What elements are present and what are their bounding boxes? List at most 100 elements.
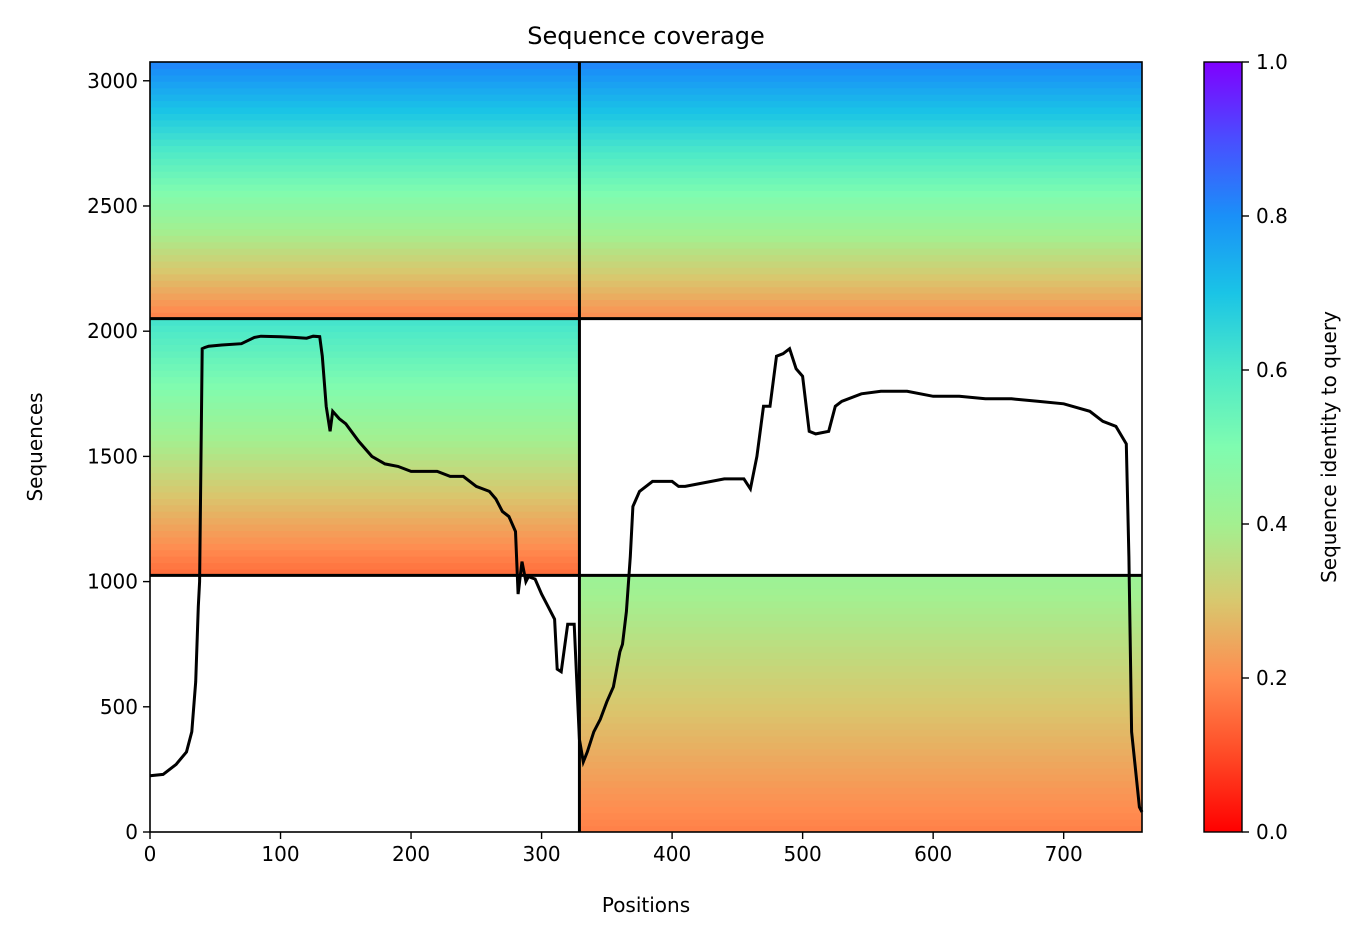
coverage-band (579, 312, 1142, 320)
coverage-band (579, 158, 1142, 166)
coverage-block (150, 318, 580, 576)
coverage-band (150, 286, 580, 294)
coverage-band (150, 164, 580, 172)
coverage-band (579, 151, 1142, 159)
coverage-band (150, 74, 580, 82)
coverage-band (150, 427, 580, 435)
coverage-band (150, 126, 580, 134)
coverage-band (579, 106, 1142, 114)
coverage-band (579, 62, 1142, 70)
coverage-band (150, 145, 580, 153)
coverage-band (150, 260, 580, 268)
coverage-band (579, 305, 1142, 313)
y-tick-label: 1500 (87, 444, 138, 468)
coverage-band (579, 575, 1142, 583)
coverage-band (579, 665, 1142, 673)
coverage-band (150, 241, 580, 249)
coverage-band (579, 171, 1142, 179)
coverage-band (579, 703, 1142, 711)
x-tick-label: 200 (392, 842, 430, 866)
coverage-band (579, 645, 1142, 653)
coverage-band (579, 774, 1142, 782)
coverage-band (150, 106, 580, 114)
coverage-band (150, 113, 580, 121)
y-tick-label: 1000 (87, 570, 138, 594)
coverage-band (150, 479, 580, 487)
colorbar-tick-label: 0.0 (1256, 820, 1288, 844)
coverage-band (579, 139, 1142, 147)
coverage-band (150, 183, 580, 191)
coverage-band (579, 613, 1142, 621)
coverage-band (150, 408, 580, 416)
coverage-band (150, 325, 580, 333)
coverage-band (579, 164, 1142, 172)
coverage-band (150, 228, 580, 236)
coverage-band (579, 203, 1142, 211)
coverage-band (150, 485, 580, 493)
coverage-band (150, 434, 580, 442)
coverage-band (579, 748, 1142, 756)
coverage-band (579, 806, 1142, 814)
x-tick-label: 500 (784, 842, 822, 866)
coverage-band (579, 299, 1142, 307)
coverage-band (150, 209, 580, 217)
coverage-band (150, 119, 580, 127)
coverage-band (150, 530, 580, 538)
coverage-band (579, 196, 1142, 204)
coverage-band (150, 87, 580, 95)
coverage-line (149, 334, 1144, 813)
coverage-band (150, 536, 580, 544)
coverage-band (579, 607, 1142, 615)
coverage-band (579, 87, 1142, 95)
coverage-band (150, 94, 580, 102)
coverage-band (150, 370, 580, 378)
coverage-band (150, 389, 580, 397)
coverage-band (150, 171, 580, 179)
coverage-band (150, 524, 580, 532)
coverage-band (150, 504, 580, 512)
coverage-band (579, 767, 1142, 775)
coverage-band (579, 68, 1142, 76)
coverage-band (579, 254, 1142, 262)
colorbar-tick-label: 0.4 (1256, 512, 1288, 536)
coverage-band (579, 697, 1142, 705)
coverage-band (579, 81, 1142, 89)
coverage-band (150, 68, 580, 76)
coverage-band (150, 305, 580, 313)
coverage-band (150, 331, 580, 339)
coverage-band (150, 151, 580, 159)
coverage-band (579, 74, 1142, 82)
coverage-band (150, 568, 580, 576)
coverage-band (150, 395, 580, 403)
coverage-band (150, 556, 580, 564)
coverage-heatmap (150, 62, 1142, 832)
coverage-band (579, 267, 1142, 275)
coverage-band (579, 260, 1142, 268)
coverage-band (150, 280, 580, 288)
coverage-band (579, 652, 1142, 660)
coverage-band (150, 491, 580, 499)
coverage-band (150, 158, 580, 166)
x-tick-label: 400 (653, 842, 691, 866)
coverage-band (579, 581, 1142, 589)
y-tick-label: 500 (100, 695, 138, 719)
coverage-band (579, 626, 1142, 634)
coverage-band (150, 543, 580, 551)
coverage-band (150, 402, 580, 410)
coverage-band (579, 273, 1142, 281)
coverage-band (579, 100, 1142, 108)
coverage-band (150, 299, 580, 307)
coverage-band (579, 735, 1142, 743)
coverage-band (150, 81, 580, 89)
coverage-band (579, 216, 1142, 224)
coverage-band (579, 716, 1142, 724)
colorbar (1203, 61, 1243, 833)
coverage-band (579, 113, 1142, 121)
coverage-band (579, 293, 1142, 301)
coverage-band (579, 228, 1142, 236)
coverage-band (579, 812, 1142, 820)
coverage-band (579, 793, 1142, 801)
coverage-band (579, 94, 1142, 102)
coverage-band (150, 549, 580, 557)
coverage-band (579, 710, 1142, 718)
